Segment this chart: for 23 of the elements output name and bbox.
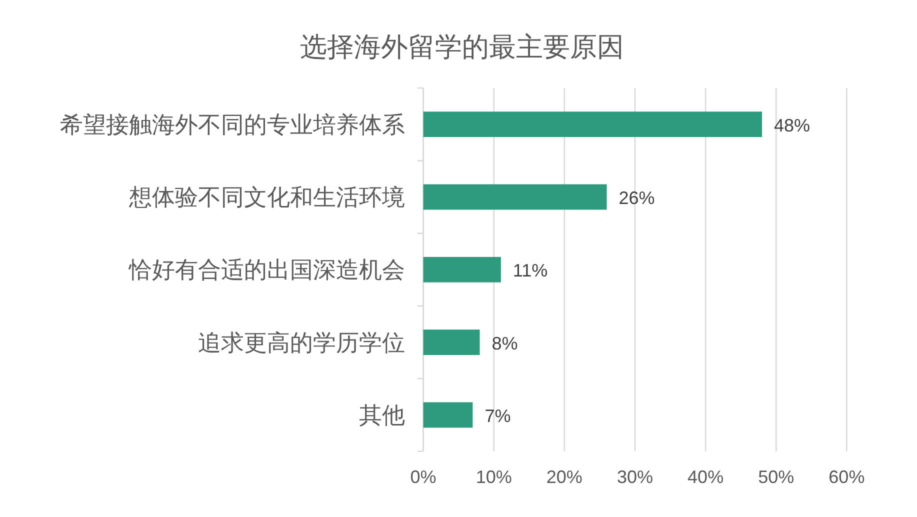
x-tick-label: 20% [546, 467, 582, 487]
x-tick-label: 40% [688, 467, 724, 487]
data-label: 8% [492, 333, 518, 354]
x-tick-label: 50% [758, 467, 794, 487]
y-tick-label: 希望接触海外不同的专业培养体系 [60, 111, 405, 138]
y-tick-label: 恰好有合适的出国深造机会 [128, 256, 405, 283]
bar [423, 402, 473, 428]
y-tick-label: 想体验不同文化和生活环境 [128, 184, 405, 210]
data-label: 11% [512, 260, 548, 281]
chart-title: 选择海外留学的最主要原因 [300, 32, 624, 62]
data-label: 7% [484, 406, 511, 426]
bar [423, 330, 480, 356]
bar [423, 256, 501, 282]
y-tick-label: 其他 [359, 402, 405, 428]
bar [423, 184, 607, 210]
x-tick-label: 10% [476, 467, 512, 487]
bar [423, 112, 762, 138]
x-tick-label: 30% [616, 467, 654, 487]
x-tick-label: 60% [828, 467, 865, 487]
data-label: 26% [618, 188, 655, 208]
data-label: 48% [774, 115, 810, 136]
x-tick-label: 0% [410, 467, 436, 487]
y-tick-label: 追求更高的学历学位 [198, 329, 405, 356]
